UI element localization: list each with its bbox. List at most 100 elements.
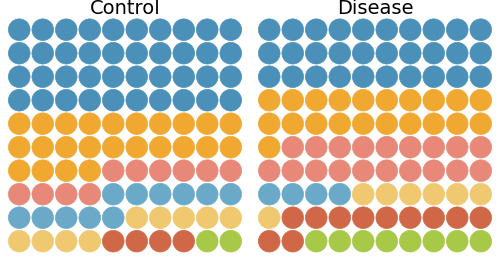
Circle shape [376, 183, 398, 205]
Circle shape [8, 113, 30, 134]
Circle shape [329, 230, 350, 252]
Circle shape [56, 89, 77, 111]
Circle shape [258, 89, 280, 111]
Circle shape [32, 207, 54, 229]
Circle shape [400, 136, 421, 158]
Circle shape [79, 230, 100, 252]
Circle shape [352, 160, 374, 181]
Circle shape [79, 19, 100, 41]
Circle shape [446, 19, 468, 41]
Circle shape [150, 66, 171, 88]
Circle shape [126, 89, 148, 111]
Circle shape [400, 42, 421, 64]
Circle shape [352, 19, 374, 41]
Circle shape [220, 113, 242, 134]
Circle shape [150, 136, 171, 158]
Circle shape [102, 66, 124, 88]
Circle shape [306, 207, 327, 229]
Circle shape [446, 89, 468, 111]
Circle shape [196, 207, 218, 229]
Circle shape [306, 136, 327, 158]
Circle shape [306, 89, 327, 111]
Circle shape [470, 207, 492, 229]
Circle shape [376, 89, 398, 111]
Circle shape [282, 113, 304, 134]
Circle shape [306, 183, 327, 205]
Circle shape [220, 19, 242, 41]
Circle shape [306, 113, 327, 134]
Circle shape [400, 113, 421, 134]
Circle shape [32, 42, 54, 64]
Circle shape [220, 136, 242, 158]
Circle shape [150, 19, 171, 41]
Circle shape [400, 230, 421, 252]
Circle shape [220, 89, 242, 111]
Circle shape [376, 113, 398, 134]
Circle shape [173, 136, 195, 158]
Circle shape [423, 160, 444, 181]
Circle shape [150, 89, 171, 111]
Circle shape [220, 66, 242, 88]
Circle shape [423, 42, 444, 64]
Circle shape [173, 66, 195, 88]
Circle shape [470, 160, 492, 181]
Circle shape [56, 183, 77, 205]
Circle shape [423, 230, 444, 252]
Circle shape [423, 136, 444, 158]
Circle shape [306, 230, 327, 252]
Circle shape [8, 66, 30, 88]
Circle shape [282, 66, 304, 88]
Circle shape [282, 89, 304, 111]
Circle shape [376, 160, 398, 181]
Circle shape [446, 113, 468, 134]
Circle shape [329, 89, 350, 111]
Circle shape [423, 66, 444, 88]
Circle shape [352, 136, 374, 158]
Circle shape [258, 42, 280, 64]
Circle shape [102, 160, 124, 181]
Circle shape [329, 113, 350, 134]
Circle shape [8, 136, 30, 158]
Circle shape [352, 207, 374, 229]
Circle shape [79, 66, 100, 88]
Circle shape [150, 113, 171, 134]
Circle shape [173, 113, 195, 134]
Circle shape [102, 230, 124, 252]
Circle shape [150, 42, 171, 64]
Circle shape [8, 183, 30, 205]
Circle shape [220, 183, 242, 205]
Circle shape [352, 230, 374, 252]
Circle shape [126, 113, 148, 134]
Circle shape [79, 207, 100, 229]
Circle shape [220, 207, 242, 229]
Circle shape [150, 207, 171, 229]
Circle shape [56, 42, 77, 64]
Circle shape [258, 66, 280, 88]
Circle shape [79, 160, 100, 181]
Circle shape [8, 207, 30, 229]
Circle shape [56, 136, 77, 158]
Title: Control: Control [90, 0, 160, 18]
Circle shape [8, 230, 30, 252]
Circle shape [400, 19, 421, 41]
Circle shape [102, 42, 124, 64]
Circle shape [173, 19, 195, 41]
Circle shape [470, 66, 492, 88]
Title: Disease: Disease [337, 0, 413, 18]
Circle shape [126, 183, 148, 205]
Circle shape [306, 42, 327, 64]
Circle shape [196, 89, 218, 111]
Circle shape [329, 136, 350, 158]
Circle shape [150, 230, 171, 252]
Circle shape [282, 42, 304, 64]
Circle shape [400, 183, 421, 205]
Circle shape [400, 207, 421, 229]
Circle shape [32, 136, 54, 158]
Circle shape [470, 19, 492, 41]
Circle shape [282, 136, 304, 158]
Circle shape [32, 160, 54, 181]
Circle shape [423, 183, 444, 205]
Circle shape [196, 136, 218, 158]
Circle shape [258, 113, 280, 134]
Circle shape [126, 66, 148, 88]
